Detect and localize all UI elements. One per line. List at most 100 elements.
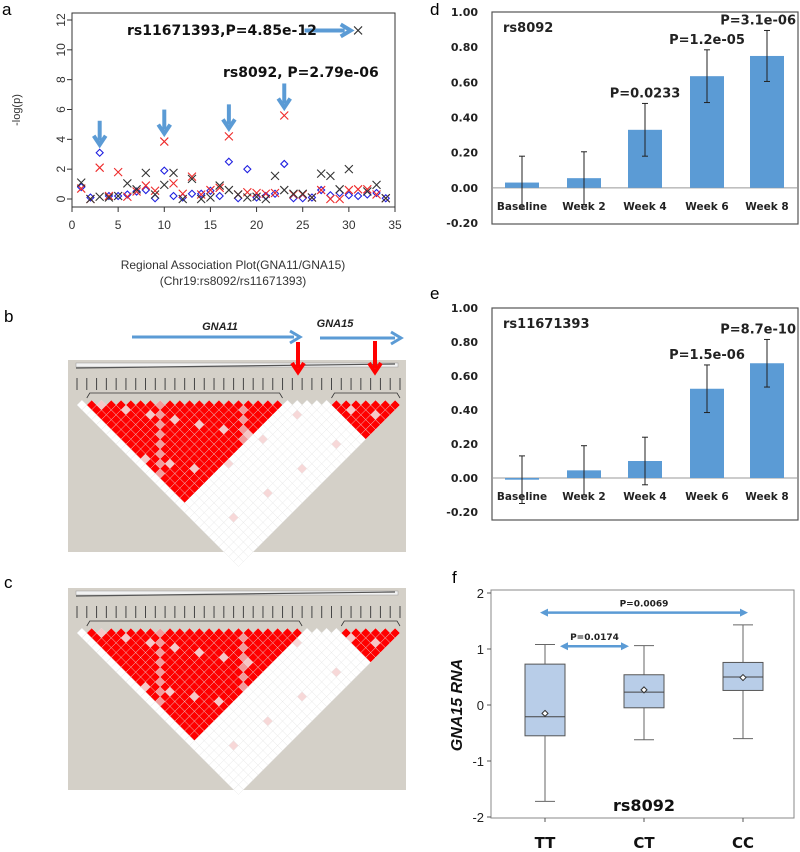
p-value-label: P=1.2e-05 — [669, 33, 745, 48]
data-point-x — [353, 26, 363, 35]
data-point-diamond — [353, 191, 363, 201]
plot-frame — [71, 12, 396, 208]
category-label: Week 8 — [745, 491, 788, 503]
comparison-arrow-head — [540, 608, 548, 617]
ld-ruler — [75, 362, 399, 368]
panel-letter-b: b — [4, 307, 13, 326]
y-tick-label: 0.20 — [451, 147, 478, 160]
data-point-x — [150, 190, 160, 199]
category-label: Baseline — [497, 491, 547, 503]
data-point-x — [242, 193, 252, 202]
y-tick-label: 4 — [54, 136, 68, 143]
comparison-arrow-head — [621, 642, 629, 651]
data-point-x — [270, 171, 280, 181]
panel-b-ld-plot: GNA11 GNA15 — [68, 318, 406, 567]
mean-marker — [541, 709, 549, 718]
category-label: TT — [535, 834, 557, 852]
annotation-arrow-down-head — [92, 134, 108, 149]
data-point-x — [326, 194, 335, 204]
panel-f-box-plot: -2 -1 0 1 2 GNA15 RNA TT CT CC P=0.0069 P=0.0174 rs… — [449, 586, 795, 852]
data-point-x — [206, 193, 215, 202]
data-point-diamond — [252, 193, 261, 202]
data-point-diamond — [206, 186, 215, 196]
category-label: Week 2 — [562, 491, 605, 503]
category-label: Week 4 — [623, 201, 666, 213]
ld-ruler — [75, 590, 399, 596]
data-point-diamond — [335, 188, 344, 198]
data-point-x — [104, 191, 114, 201]
y-tick-label: 8 — [54, 76, 68, 83]
y-axis-label: -log(p) — [11, 94, 23, 126]
data-point-x — [76, 178, 86, 187]
data-point-diamond — [243, 164, 252, 174]
panel-letter-d: d — [430, 0, 439, 19]
data-point-x — [122, 178, 132, 188]
data-point-x — [252, 188, 261, 198]
haplotype-block-bracket — [86, 620, 303, 627]
data-point-diamond — [233, 193, 243, 203]
data-point-x — [381, 193, 391, 203]
data-point-diamond — [150, 193, 160, 203]
data-point-x — [159, 180, 169, 190]
data-point-diamond — [344, 190, 354, 200]
data-point-x — [298, 189, 308, 199]
data-point-x — [224, 185, 234, 195]
data-point-x — [187, 172, 197, 182]
x-tick-label: 35 — [388, 218, 402, 232]
data-point-x — [261, 194, 271, 204]
data-point-diamond — [160, 166, 169, 175]
ld-position-lines — [75, 591, 396, 597]
data-point-x — [141, 181, 151, 190]
panel-e-bar-chart: -0.20 0.00 0.20 0.40 0.60 0.80 1.00 Baseline Wee… — [446, 302, 799, 521]
data-point-x — [122, 192, 132, 202]
data-point-diamond — [381, 193, 391, 203]
x-tick-label: 10 — [158, 218, 172, 232]
ld-cell — [389, 627, 401, 639]
gene-arrow-gna15-head — [390, 330, 404, 346]
haplotype-block-bracket — [331, 392, 401, 399]
annotation-arrow-right-head — [339, 22, 355, 39]
data-point-diamond — [132, 187, 141, 196]
chart-title: rs8092 — [503, 21, 553, 36]
data-point-x — [169, 178, 178, 188]
haplotype-block-bracket — [86, 392, 283, 399]
data-point-x — [233, 190, 243, 199]
gene-arrow-gna11-head — [289, 329, 303, 345]
y-tick-label: 1.00 — [451, 302, 478, 315]
data-point-diamond — [169, 191, 178, 201]
p-value-label: P=0.0069 — [620, 600, 669, 610]
annotation-arrow-down-head — [276, 97, 292, 112]
annotation-rs8092: rs8092, P=2.79e-06 — [223, 65, 379, 81]
data-point-x — [279, 185, 289, 195]
x-tick-label: 5 — [115, 218, 122, 232]
data-point-x — [196, 190, 206, 199]
data-point-x — [104, 193, 114, 202]
data-point-x — [326, 171, 335, 181]
data-point-x — [215, 181, 225, 190]
data-point-x — [252, 192, 261, 202]
data-point-x — [344, 164, 354, 174]
data-point-diamond — [178, 193, 188, 202]
y-tick-label: 0.60 — [451, 370, 478, 383]
gene-label-gna15: GNA15 — [317, 318, 355, 330]
data-point-x — [95, 163, 105, 173]
data-point-x — [316, 185, 326, 195]
data-point-diamond — [270, 189, 280, 199]
y-tick-label: 10 — [54, 43, 68, 57]
snp-arrow-rs8092-head — [290, 361, 306, 376]
y-tick-label: 12 — [54, 13, 68, 27]
ld-cell — [389, 399, 401, 411]
data-point-diamond — [187, 189, 197, 199]
x-tick-label: 0 — [69, 218, 76, 232]
x-tick-label: 20 — [250, 218, 264, 232]
haplotype-block-bracket — [340, 620, 401, 627]
y-tick-label: 0.40 — [451, 404, 478, 417]
comparison-arrow-head — [740, 608, 748, 617]
data-point-x — [215, 183, 225, 193]
data-point-x — [362, 184, 372, 194]
data-point-x — [372, 180, 381, 190]
data-point-x — [86, 194, 95, 204]
data-point-diamond — [326, 190, 335, 200]
y-tick-label: 0.40 — [451, 112, 478, 125]
